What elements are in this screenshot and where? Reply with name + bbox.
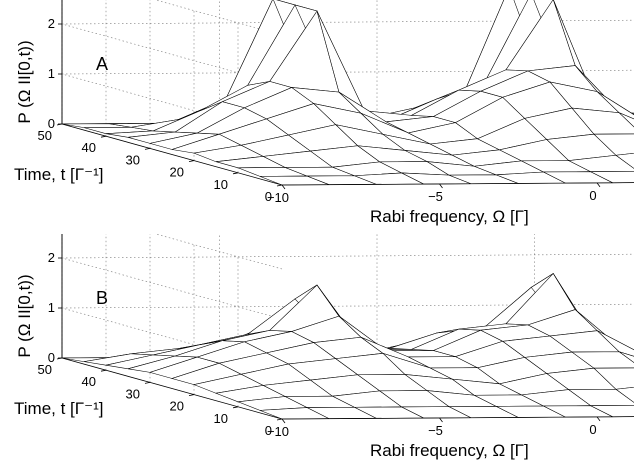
panel-b-y-tick-label: 50 [38,362,52,377]
panel-b-z-axis-label: P (Ω II[0,t)) [15,274,34,357]
panel-a-x-tick-mark [596,182,601,188]
panel-a-z-tick-label: 0 [48,116,55,131]
panel-b-y-tick-label: 10 [214,411,228,426]
panel-a-x-tick-mark [439,183,443,189]
panel-a-surface-face [615,152,634,169]
panel-a-x-tick-label: −5 [428,189,443,204]
panel-b-surface [61,273,634,420]
panel-a-x-tick-label: −10 [267,190,289,205]
surface-plot-b: −10−50510010203040500123Rabi frequency, … [14,234,634,460]
panel-b-z-tick-label: 2 [48,250,55,265]
panel-a-y-axis-line [61,123,283,186]
panel-a-y-tick-label: 10 [214,177,228,192]
panel-a-y-tick-mark [276,184,283,187]
panel-a-y-tick-mark [232,172,239,175]
panel-b-z-tick-label: 1 [48,300,55,315]
panel-a-y-tick-label: 40 [82,140,96,155]
panel-b-gridline-z [154,234,283,270]
panel-b-x-tick-mark [439,417,443,423]
panel-a-y-tick-mark [188,160,195,162]
panel-a-z-tick-label: 2 [48,16,55,31]
panel-a-surface [61,0,634,186]
panel-b-y-tick-label: 30 [126,386,140,401]
panel-b-x-axis-label: Rabi frequency, Ω [Γ] [370,441,529,460]
panel-a-x-axis-label: Rabi frequency, Ω [Γ] [370,207,529,226]
panel-b-y-tick-mark [144,382,151,384]
panel-a-surface-face [619,112,634,128]
panel-a-y-tick-label: 30 [126,152,140,167]
panel-a-axes: −10−50510010203040500123 [38,0,634,205]
panel-b-labels: Rabi frequency, Ω [Γ] Time, t [Γ⁻¹] P (Ω I… [14,274,529,460]
panel-b-x-tick-label: −5 [428,423,443,438]
panel-b-y-tick-label: 0 [265,423,272,438]
panel-a-panel-label: A [96,54,108,74]
panel-b-z-tick-label: 0 [48,350,55,365]
panel-b-x-tick-mark [596,416,601,422]
panel-a-gridline-z [61,69,634,75]
panel-b-axes: −10−50510010203040500123 [38,234,634,439]
panel-a-y-tick-label: 50 [38,128,52,143]
panel-a-y-tick-label: 0 [265,189,272,204]
panel-b-x-tick-label: 0 [589,422,596,437]
panel-b-y-axis-line [61,357,283,420]
panel-b-y-tick-label: 20 [170,399,184,414]
panel-a-gridline-z [154,0,283,36]
panel-b-x-tick-mark [281,418,286,424]
panel-b-y-tick-mark [100,369,107,372]
panel-b-surface-face [597,330,634,357]
panel-a-surface-face [593,133,634,156]
panel-b-surface-face [619,351,634,363]
surface-plot-a: −10−50510010203040500123Rabi frequency, … [14,0,634,226]
panel-b: −10−50510010203040500123Rabi frequency, … [0,234,634,468]
panel-a-z-axis-label: P (Ω II[0,t)) [15,40,34,123]
panel-b-surface-face [593,367,634,390]
panel-a-surface-face [597,91,634,120]
panel-b-panel-label: B [96,288,108,308]
panel-a-surface-face [590,171,634,184]
panel-a-z-tick-label: 1 [48,66,55,81]
panel-b-gridline-z [61,253,634,259]
panel-b-y-tick-mark [232,406,239,409]
panel-a: −10−50510010203040500123Rabi frequency, … [14,0,634,226]
panel-a-y-tick-mark [144,148,151,150]
panel-b-x-tick-label: −10 [267,424,289,439]
panel-a-gridline-z [61,19,634,25]
panel-b-surface-face [590,405,634,418]
panel-b-y-tick-mark [188,394,195,396]
panel-b-surface-face [615,386,634,403]
panel-b-gridline-z [61,257,283,320]
panel-b-y-axis-label: Time, t [Γ⁻¹] [14,399,103,418]
panel-a-x-tick-mark [281,184,286,190]
panel-a-x-tick-label: 0 [589,188,596,203]
panel-b-y-tick-mark [276,418,283,421]
panel-a-y-axis-label: Time, t [Γ⁻¹] [14,165,103,184]
panel-a-y-tick-mark [100,135,107,138]
panel-b-y-tick-label: 40 [82,374,96,389]
panel-b-gridline-z [61,303,634,309]
panel-a-y-tick-label: 20 [170,165,184,180]
panel-a-labels: Rabi frequency, Ω [Γ] Time, t [Γ⁻¹] P (Ω I… [14,40,529,226]
